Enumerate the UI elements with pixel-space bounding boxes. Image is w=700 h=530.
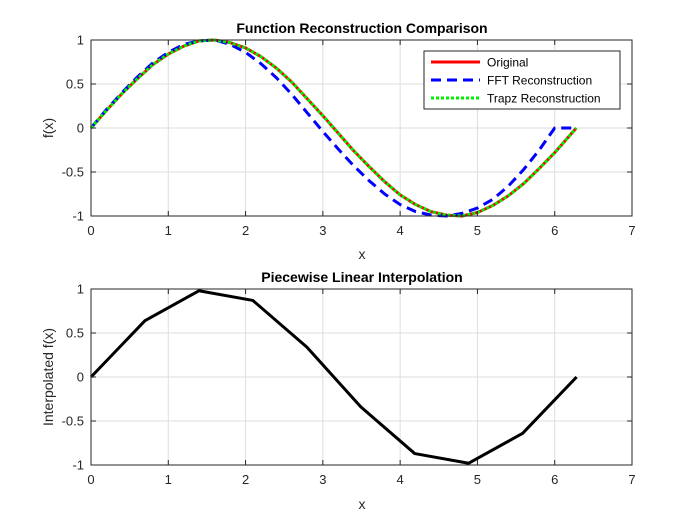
- top-plot-ytick-label: 0.5: [66, 77, 84, 92]
- bottom-plot-xtick-label: 0: [87, 472, 94, 487]
- top-plot-xtick-label: 2: [242, 223, 249, 238]
- top-plot-xtick-label: 4: [397, 223, 404, 238]
- legend-label-trapz: Trapz Reconstruction: [487, 92, 601, 106]
- bottom-plot-xtick-label: 7: [628, 472, 635, 487]
- top-plot-xtick-label: 0: [87, 223, 94, 238]
- top-plot-line-fft-reconstruction: [89, 38, 577, 218]
- top-plot-ytick-label: 0: [77, 121, 84, 136]
- bottom-plot-xtick-label: 6: [551, 472, 558, 487]
- legend-label-original: Original: [487, 56, 528, 70]
- bottom-plot-ylabel: Interpolated f(x): [40, 328, 56, 426]
- bottom-plot-ytick-label: -0.5: [62, 414, 84, 429]
- legend-label-fft: FFT Reconstruction: [487, 74, 592, 88]
- bottom-plot: 0 1 2 3 4 5 6 7 1 0.5 0 -0.5 -1 Piecewise Linear Int…: [40, 269, 636, 512]
- top-plot-legend: Original FFT Reconstruction Trapz Recons…: [423, 50, 621, 110]
- bottom-plot-title: Piecewise Linear Interpolation: [261, 269, 463, 285]
- top-plot: 0 1 2 3 4 5 6 7 1 0.5 0 -0.5 -1 Function Reconstruct…: [40, 20, 636, 262]
- top-plot-xtick-label: 7: [628, 223, 635, 238]
- top-plot-xtick-label: 6: [551, 223, 558, 238]
- bottom-plot-ytick-label: 1: [77, 282, 84, 297]
- bottom-plot-xtick-label: 1: [165, 472, 172, 487]
- top-plot-xtick-label: 3: [319, 223, 326, 238]
- bottom-plot-ytick-label: 0.5: [66, 326, 84, 341]
- bottom-plot-line-series-0: [89, 289, 578, 465]
- bottom-plot-axes: 0 1 2 3 4 5 6 7 1 0.5 0 -0.5 -1: [62, 282, 636, 488]
- top-plot-ylabel: f(x): [40, 118, 56, 138]
- top-plot-title: Function Reconstruction Comparison: [236, 20, 487, 36]
- top-plot-ytick-label: -0.5: [62, 165, 84, 180]
- top-plot-line-trapz-reconstruction: [89, 38, 578, 218]
- top-plot-xtick-label: 5: [474, 223, 481, 238]
- bottom-plot-xtick-label: 4: [397, 472, 404, 487]
- top-plot-ytick-label: -1: [72, 209, 84, 224]
- top-plot-xtick-label: 1: [165, 223, 172, 238]
- bottom-plot-xtick-label: 2: [242, 472, 249, 487]
- top-plot-xlabel: x: [359, 246, 366, 262]
- bottom-plot-xlabel: x: [359, 496, 366, 512]
- bottom-plot-ytick-label: 0: [77, 370, 84, 385]
- bottom-plot-xtick-label: 5: [474, 472, 481, 487]
- bottom-plot-ytick-label: -1: [72, 458, 84, 473]
- top-plot-ytick-label: 1: [77, 33, 84, 48]
- bottom-plot-xtick-label: 3: [319, 472, 326, 487]
